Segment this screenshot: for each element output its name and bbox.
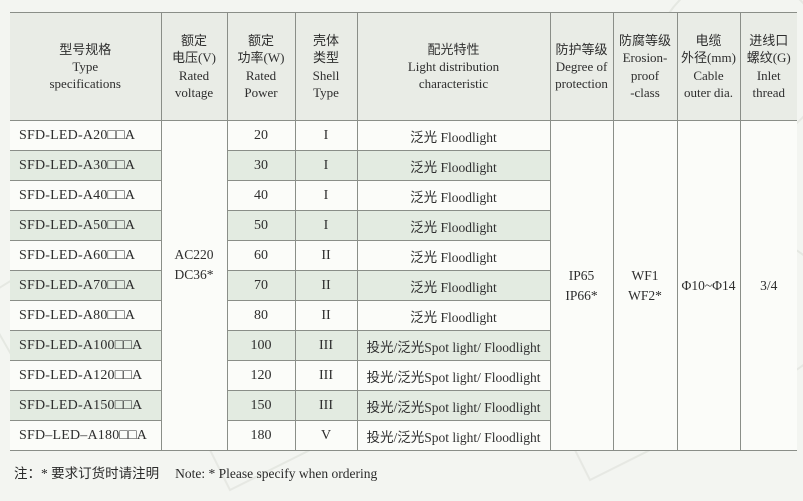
table-row: SFD-LED-A50□□A 50 I 泛光 Floodlight (10, 210, 797, 241)
model-cell: SFD-LED-A150□□A (10, 390, 161, 421)
table-row: SFD-LED-A20□□A AC220 DC36* 20 I 泛光 Floodl… (10, 120, 797, 451)
light-distribution-cell: 投光/泛光Spot light/ Floodlight (356, 390, 550, 421)
power-cell: 120 (226, 360, 295, 391)
model-cell: SFD-LED-A40□□A (10, 180, 161, 211)
power-cell: 150 (226, 390, 295, 421)
col-header-erosion-proof-class: 防腐等级 Erosion-proof -class (612, 12, 677, 121)
protection-degree-cell: IP65 IP66* (549, 120, 613, 451)
power-cell: 70 (226, 270, 295, 301)
header-row: 型号规格 Type specifications 额定 电压(V) Rated volta… (10, 12, 797, 121)
col-header-type-specifications: 型号规格 Type specifications (10, 12, 161, 121)
col-header-light-distribution: 配光特性 Light distribution characteristic (356, 12, 550, 121)
col-header-rated-power: 额定 功率(W) Rated Power (226, 12, 295, 121)
erosion-proof-cell: WF1 WF2* (612, 120, 677, 451)
model-cell: SFD-LED-A80□□A (10, 300, 161, 331)
shell-type-cell: I (294, 150, 357, 181)
col-header-cable-outer-dia: 电缆 外径(mm) Cable outer dia. (676, 12, 740, 121)
table-row: SFD-LED-A70□□A 70 II 泛光 Floodlight (10, 270, 797, 301)
power-cell: 40 (226, 180, 295, 211)
shell-type-cell: I (294, 120, 357, 151)
model-cell: SFD-LED-A20□□A (10, 120, 161, 151)
light-distribution-cell: 投光/泛光Spot light/ Floodlight (356, 420, 550, 451)
inlet-thread-cell: 3/4 (739, 120, 797, 451)
rated-voltage-cell: AC220 DC36* (160, 120, 227, 451)
col-header-shell-type: 壳体 类型 Shell Type (294, 12, 357, 121)
table-row: SFD-LED-A150□□A 150 III 投光/泛光Spot light/… (10, 390, 797, 421)
shell-type-cell: II (294, 240, 357, 271)
light-distribution-cell: 泛光 Floodlight (356, 270, 550, 301)
model-cell: SFD-LED-A50□□A (10, 210, 161, 241)
power-cell: 60 (226, 240, 295, 271)
light-distribution-cell: 泛光 Floodlight (356, 240, 550, 271)
footnote-chinese: 注：* 要求订货时请注明 (14, 466, 160, 481)
model-cell: SFD-LED-A60□□A (10, 240, 161, 271)
col-header-inlet-thread: 进线口 螺纹(G) Inlet thread (739, 12, 797, 121)
spec-table: 型号规格 Type specifications 额定 电压(V) Rated volta… (10, 12, 797, 451)
table-row: SFD-LED-A30□□A 30 I 泛光 Floodlight (10, 150, 797, 181)
model-cell: SFD-LED-A70□□A (10, 270, 161, 301)
shell-type-cell: II (294, 270, 357, 301)
shell-type-cell: II (294, 300, 357, 331)
light-distribution-cell: 泛光 Floodlight (356, 120, 550, 151)
shell-type-cell: III (294, 390, 357, 421)
shell-type-cell: III (294, 360, 357, 391)
light-distribution-cell: 投光/泛光Spot light/ Floodlight (356, 360, 550, 391)
shell-type-cell: III (294, 330, 357, 361)
table-row: SFD-LED-A100□□A 100 III 投光/泛光Spot light/… (10, 330, 797, 361)
power-cell: 100 (226, 330, 295, 361)
shell-type-cell: I (294, 210, 357, 241)
footnote-english: Note: * Please specify when ordering (175, 466, 378, 481)
col-header-degree-of-protection: 防护等级 Degree of protection (549, 12, 613, 121)
model-cell: SFD-LED-A30□□A (10, 150, 161, 181)
light-distribution-cell: 泛光 Floodlight (356, 180, 550, 211)
power-cell: 30 (226, 150, 295, 181)
light-distribution-cell: 投光/泛光Spot light/ Floodlight (356, 330, 550, 361)
shell-type-cell: I (294, 180, 357, 211)
table-row: SFD-LED-A60□□A 60 II 泛光 Floodlight (10, 240, 797, 271)
table-row: SFD-LED-A120□□A 120 III 投光/泛光Spot light/… (10, 360, 797, 391)
cable-outer-dia-cell: Φ10~Φ14 (676, 120, 740, 451)
power-cell: 80 (226, 300, 295, 331)
power-cell: 20 (226, 120, 295, 151)
model-cell: SFD-LED-A100□□A (10, 330, 161, 361)
footnote: 注：* 要求订货时请注明 Note: * Please specify when … (14, 462, 377, 482)
table-row: SFD-LED-A40□□A 40 I 泛光 Floodlight (10, 180, 797, 211)
power-cell: 180 (226, 420, 295, 451)
light-distribution-cell: 泛光 Floodlight (356, 210, 550, 241)
light-distribution-cell: 泛光 Floodlight (356, 150, 550, 181)
col-header-rated-voltage: 额定 电压(V) Rated voltage (160, 12, 227, 121)
model-cell: SFD–LED–A180□□A (10, 420, 161, 451)
table-row: SFD-LED-A80□□A 80 II 泛光 Floodlight (10, 300, 797, 331)
table-row: SFD–LED–A180□□A 180 V 投光/泛光Spot light/ F… (10, 420, 797, 451)
light-distribution-cell: 泛光 Floodlight (356, 300, 550, 331)
model-cell: SFD-LED-A120□□A (10, 360, 161, 391)
shell-type-cell: V (294, 420, 357, 451)
power-cell: 50 (226, 210, 295, 241)
